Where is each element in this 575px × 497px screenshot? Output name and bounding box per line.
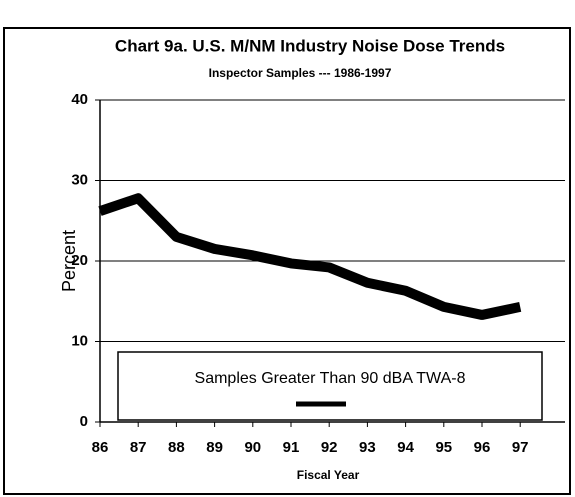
x-tick-label: 94 xyxy=(397,439,414,456)
chart-subtitle: Inspector Samples --- 1986-1997 xyxy=(209,66,392,80)
y-axis-label: Percent xyxy=(59,230,79,292)
x-tick-label: 96 xyxy=(474,439,491,456)
x-tick-label: 95 xyxy=(435,439,452,456)
x-tick-label: 86 xyxy=(92,439,109,456)
chart-title: Chart 9a. U.S. M/NM Industry Noise Dose … xyxy=(115,36,505,55)
legend-box xyxy=(117,351,543,421)
y-tick-label: 30 xyxy=(71,171,88,188)
x-tick-label: 92 xyxy=(321,439,338,456)
x-axis-label: Fiscal Year xyxy=(297,468,360,482)
y-tick-label: 40 xyxy=(71,91,88,108)
x-tick-label: 93 xyxy=(359,439,376,456)
x-tick-label: 91 xyxy=(283,439,300,456)
y-tick-label: 10 xyxy=(71,332,88,349)
x-tick-label: 89 xyxy=(206,439,223,456)
y-tick-label: 20 xyxy=(71,252,88,269)
x-tick-label: 88 xyxy=(168,439,185,456)
x-tick-label: 90 xyxy=(244,439,261,456)
x-tick-label: 97 xyxy=(512,439,529,456)
chart-frame xyxy=(3,27,571,495)
y-tick-label: 0 xyxy=(80,413,88,430)
legend-label: Samples Greater Than 90 dBA TWA-8 xyxy=(195,370,466,387)
line-series xyxy=(98,193,522,320)
x-tick-label: 87 xyxy=(130,439,147,456)
